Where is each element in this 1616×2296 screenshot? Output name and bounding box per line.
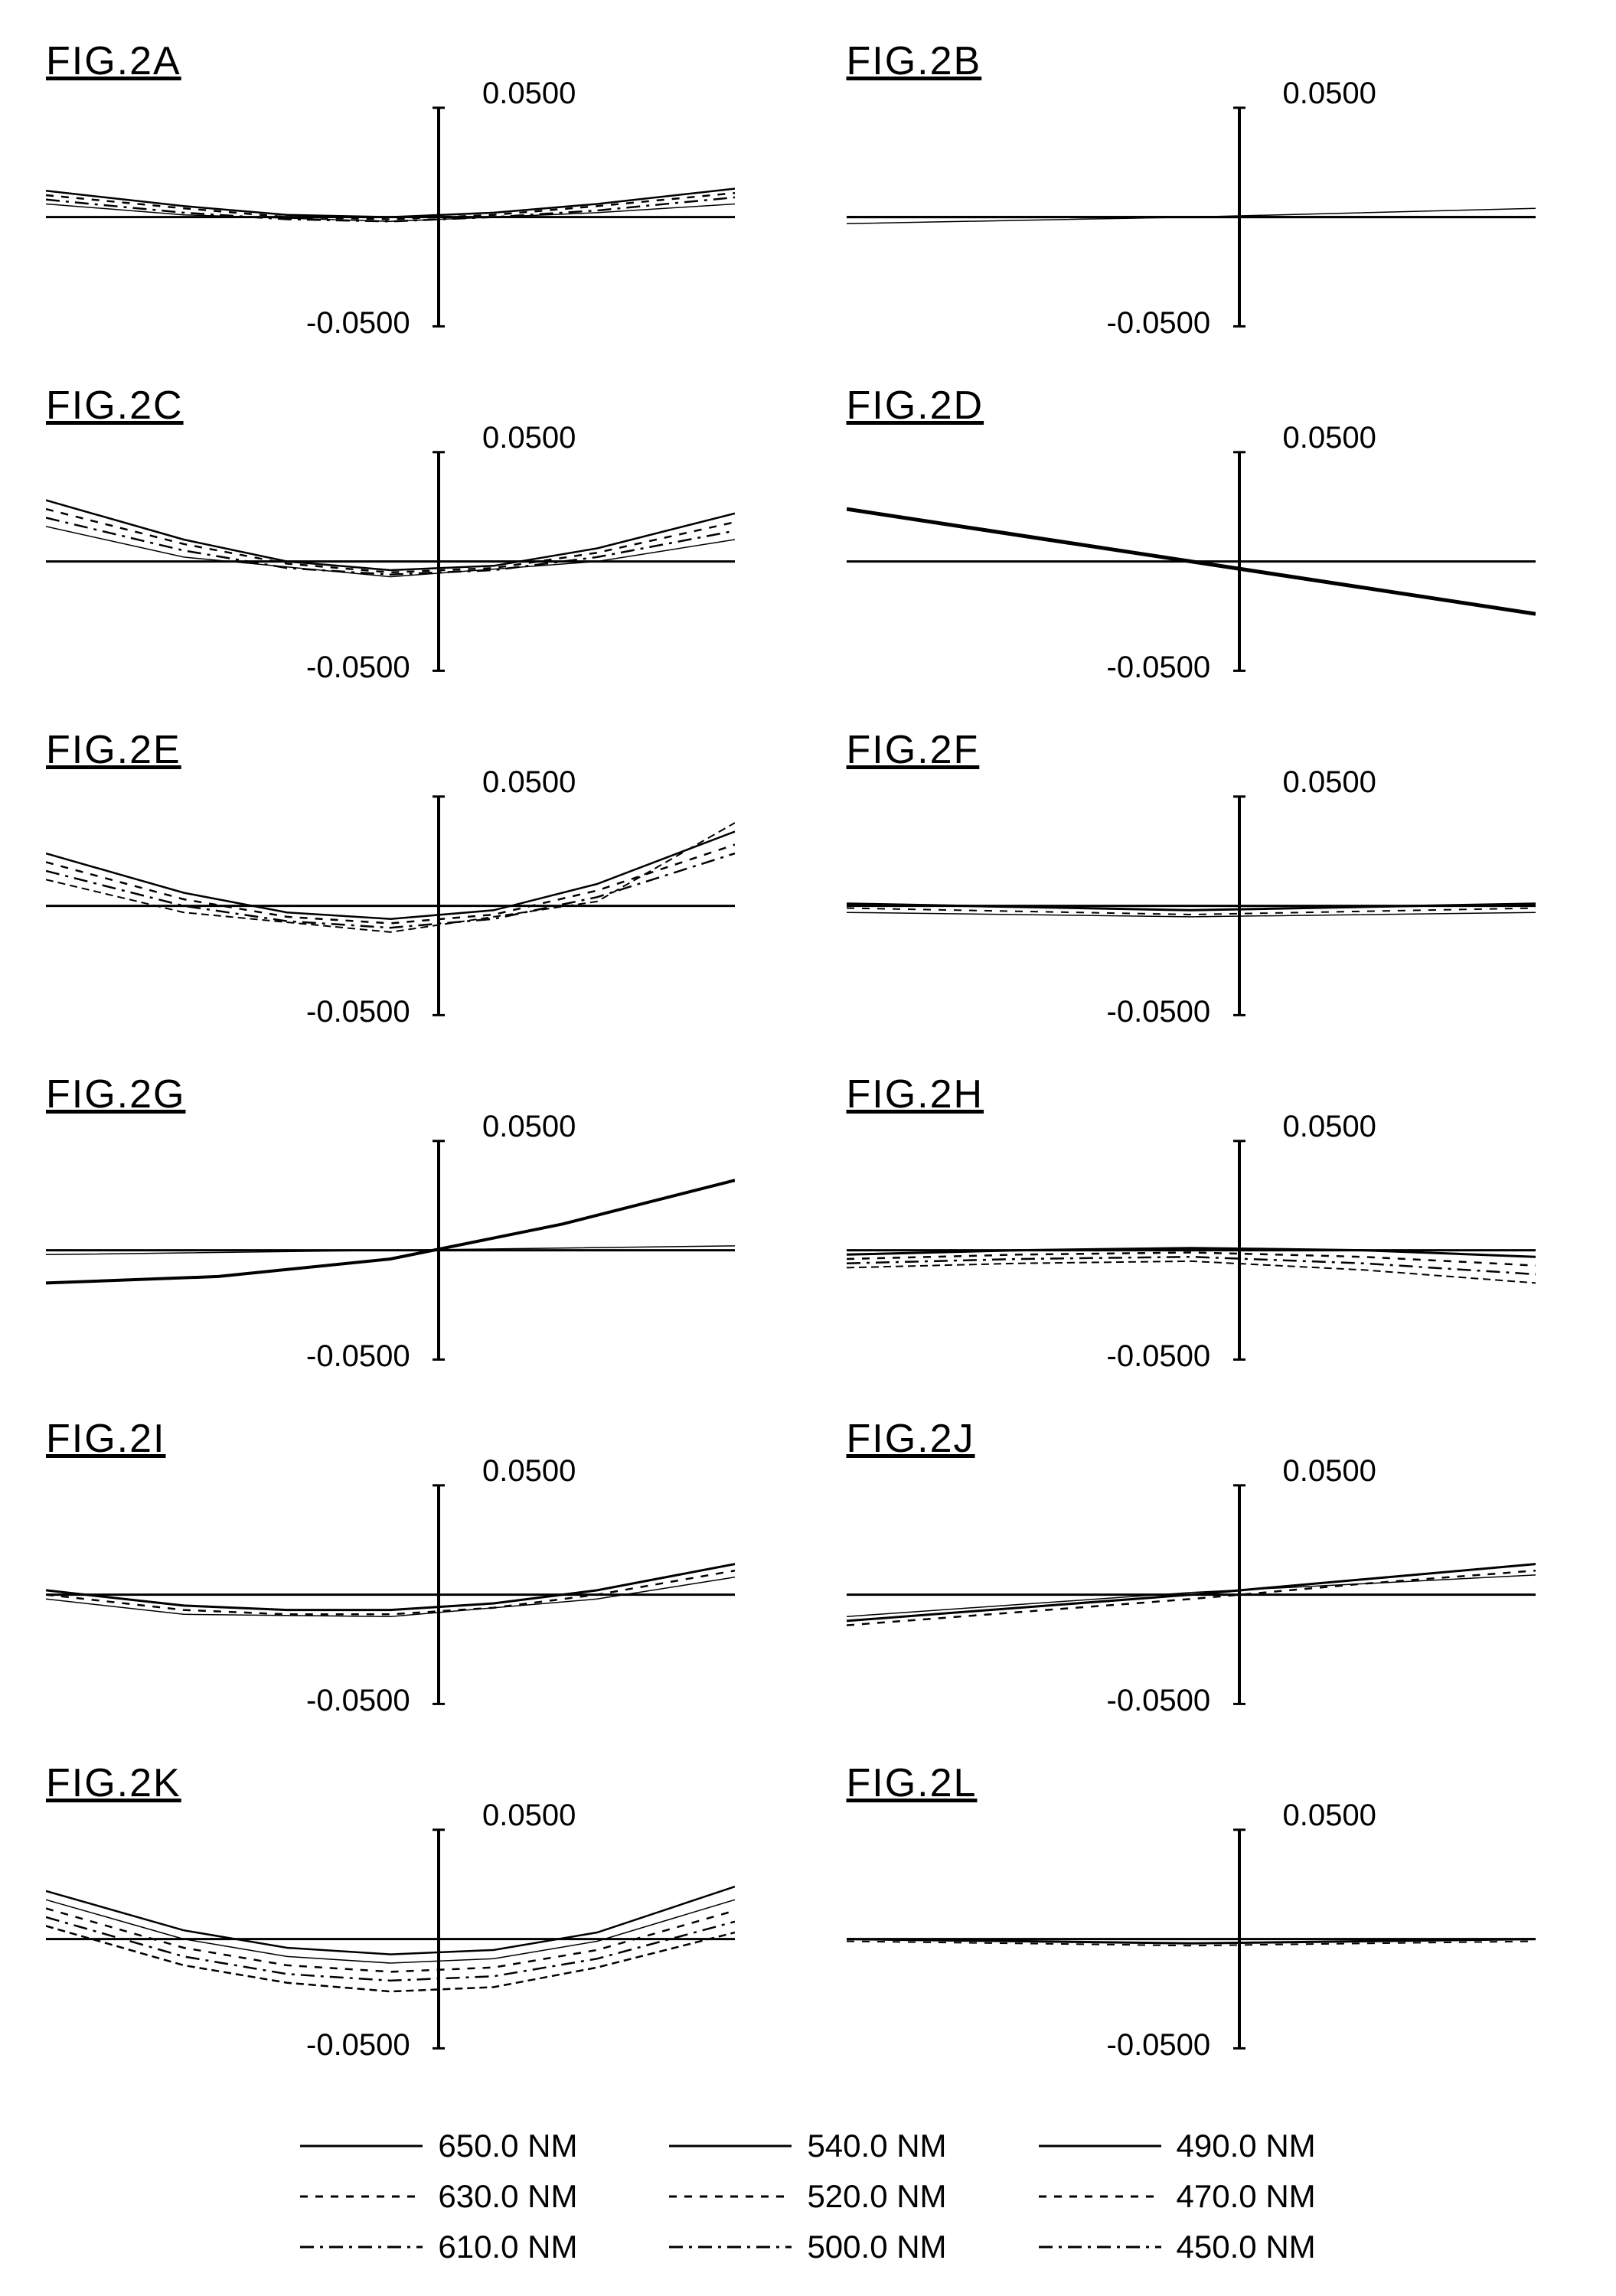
plot-area — [847, 1799, 1536, 2059]
legend-line-icon — [300, 2243, 423, 2251]
legend-label: 450.0 NM — [1177, 2229, 1316, 2265]
panel-2D: FIG.2D0.0500-0.0500 — [847, 375, 1571, 704]
y-axis-bottom-label: -0.0500 — [1107, 995, 1211, 1029]
plot-area — [847, 765, 1536, 1026]
y-axis-bottom-label: -0.0500 — [306, 306, 410, 341]
plot-area — [46, 1454, 735, 1714]
panel-2B: FIG.2B0.0500-0.0500 — [847, 31, 1571, 360]
plot-area — [46, 765, 735, 1026]
panel-2F: FIG.2F0.0500-0.0500 — [847, 719, 1571, 1049]
legend-label: 540.0 NM — [807, 2128, 946, 2164]
legend-line-icon — [1039, 2243, 1161, 2251]
panel-2J: FIG.2J0.0500-0.0500 — [847, 1408, 1571, 1737]
legend-item: 630.0 NM — [300, 2178, 577, 2215]
panel-2A: FIG.2A0.0500-0.0500 — [46, 31, 770, 360]
y-axis-bottom-label: -0.0500 — [1107, 1684, 1211, 1718]
y-axis-bottom-label: -0.0500 — [1107, 651, 1211, 685]
panel-2I: FIG.2I0.0500-0.0500 — [46, 1408, 770, 1737]
plot-area — [847, 77, 1536, 337]
legend-item: 650.0 NM — [300, 2128, 577, 2164]
y-axis-bottom-label: -0.0500 — [1107, 2028, 1211, 2063]
y-axis-top-label: 0.0500 — [1283, 1110, 1376, 1144]
legend-label: 630.0 NM — [438, 2178, 577, 2215]
y-axis-top-label: 0.0500 — [1283, 1454, 1376, 1489]
panel-2E: FIG.2E0.0500-0.0500 — [46, 719, 770, 1049]
y-axis-top-label: 0.0500 — [1283, 1799, 1376, 1833]
panel-2H: FIG.2H0.0500-0.0500 — [847, 1064, 1571, 1393]
y-axis-bottom-label: -0.0500 — [306, 2028, 410, 2063]
legend-item: 500.0 NM — [669, 2229, 946, 2265]
y-axis-bottom-label: -0.0500 — [306, 1339, 410, 1374]
legend-label: 520.0 NM — [807, 2178, 946, 2215]
y-axis-bottom-label: -0.0500 — [1107, 306, 1211, 341]
legend-line-icon — [669, 2243, 792, 2251]
legend-item: 450.0 NM — [1039, 2229, 1316, 2265]
plot-area — [46, 1799, 735, 2059]
legend-column: 650.0 NM 630.0 NM 610.0 NM — [300, 2128, 577, 2265]
figure-grid: FIG.2A0.0500-0.0500FIG.2B0.0500-0.0500FI… — [46, 31, 1570, 2082]
y-axis-bottom-label: -0.0500 — [306, 651, 410, 685]
plot-area — [847, 421, 1536, 681]
legend-line-icon — [1039, 2142, 1161, 2150]
legend-item: 540.0 NM — [669, 2128, 946, 2164]
plot-area — [46, 1110, 735, 1370]
y-axis-top-label: 0.0500 — [482, 1454, 576, 1489]
legend-line-icon — [669, 2193, 792, 2200]
legend-line-icon — [1039, 2193, 1161, 2200]
legend-label: 610.0 NM — [438, 2229, 577, 2265]
y-axis-top-label: 0.0500 — [1283, 421, 1376, 455]
legend-column: 540.0 NM 520.0 NM 500.0 NM — [669, 2128, 946, 2265]
legend-label: 490.0 NM — [1177, 2128, 1316, 2164]
legend-column: 490.0 NM 470.0 NM 450.0 NM — [1039, 2128, 1316, 2265]
legend-item: 470.0 NM — [1039, 2178, 1316, 2215]
legend-label: 650.0 NM — [438, 2128, 577, 2164]
plot-area — [847, 1110, 1536, 1370]
panel-2G: FIG.2G0.0500-0.0500 — [46, 1064, 770, 1393]
y-axis-top-label: 0.0500 — [1283, 765, 1376, 800]
panel-2K: FIG.2K0.0500-0.0500 — [46, 1753, 770, 2082]
plot-area — [46, 421, 735, 681]
y-axis-bottom-label: -0.0500 — [306, 995, 410, 1029]
legend-item: 610.0 NM — [300, 2229, 577, 2265]
panel-2L: FIG.2L0.0500-0.0500 — [847, 1753, 1571, 2082]
y-axis-top-label: 0.0500 — [482, 765, 576, 800]
legend: 650.0 NM 630.0 NM 610.0 NM 540.0 NM 520.0 NM… — [46, 2128, 1570, 2265]
y-axis-top-label: 0.0500 — [482, 1110, 576, 1144]
legend-label: 500.0 NM — [807, 2229, 946, 2265]
panel-2C: FIG.2C0.0500-0.0500 — [46, 375, 770, 704]
y-axis-top-label: 0.0500 — [482, 77, 576, 111]
legend-line-icon — [300, 2193, 423, 2200]
legend-label: 470.0 NM — [1177, 2178, 1316, 2215]
y-axis-bottom-label: -0.0500 — [1107, 1339, 1211, 1374]
plot-area — [847, 1454, 1536, 1714]
y-axis-top-label: 0.0500 — [1283, 77, 1376, 111]
y-axis-top-label: 0.0500 — [482, 1799, 576, 1833]
plot-area — [46, 77, 735, 337]
legend-item: 490.0 NM — [1039, 2128, 1316, 2164]
legend-line-icon — [300, 2142, 423, 2150]
legend-item: 520.0 NM — [669, 2178, 946, 2215]
y-axis-bottom-label: -0.0500 — [306, 1684, 410, 1718]
y-axis-top-label: 0.0500 — [482, 421, 576, 455]
legend-line-icon — [669, 2142, 792, 2150]
